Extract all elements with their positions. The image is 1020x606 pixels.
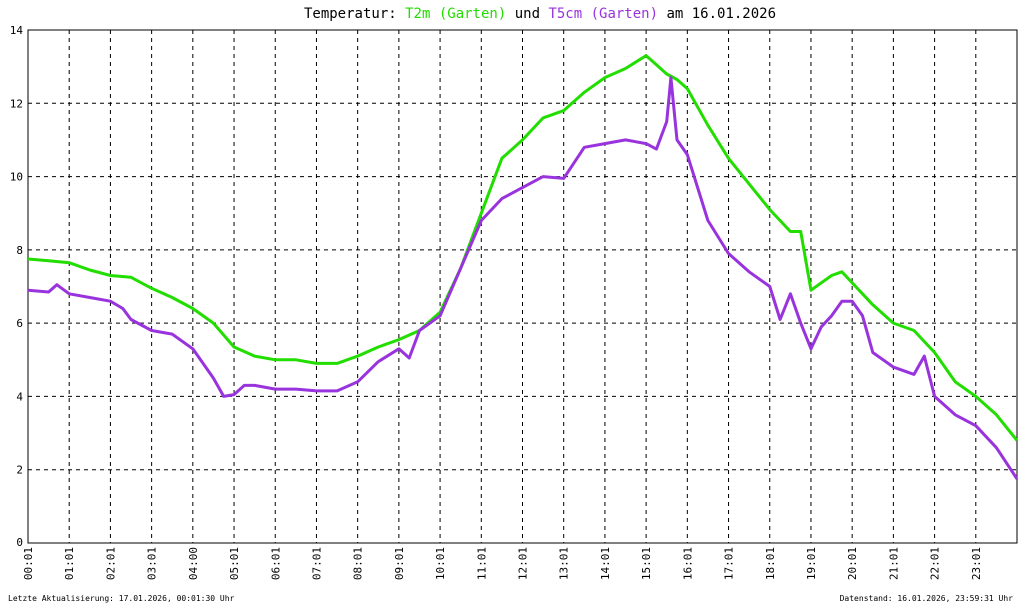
x-tick-label: 19:01 — [805, 547, 818, 580]
x-tick-label: 22:01 — [929, 547, 942, 580]
footer-last-update: Letzte Aktualisierung: 17.01.2026, 00:01… — [8, 594, 235, 603]
series-layer — [27, 54, 1019, 480]
x-tick-label: 13:01 — [558, 547, 571, 580]
plot-frame — [27, 29, 1018, 544]
x-tick-label: 08:01 — [352, 547, 365, 580]
x-tick-label: 15:01 — [640, 547, 653, 580]
x-tick-label: 20:01 — [846, 547, 859, 580]
grid-lines — [28, 30, 1017, 543]
footer-data-status: Datenstand: 16.01.2026, 23:59:31 Uhr — [840, 594, 1014, 603]
y-tick-label: 0 — [16, 536, 23, 549]
x-tick-label: 01:01 — [63, 547, 76, 580]
y-tick-label: 14 — [10, 24, 24, 37]
x-tick-label: 17:01 — [723, 547, 736, 580]
x-tick-label: 10:01 — [434, 547, 447, 580]
x-tick-label: 09:01 — [393, 547, 406, 580]
x-tick-label: 11:01 — [475, 547, 488, 580]
title-connector: und — [506, 6, 548, 22]
chart-title: Temperatur: T2m (Garten) und T5cm (Garte… — [304, 6, 776, 22]
x-tick-label: 05:01 — [228, 547, 241, 580]
x-tick-label: 02:01 — [104, 547, 117, 580]
series-line-t5cm — [27, 76, 1019, 480]
x-tick-label: 00:01 — [22, 547, 35, 580]
x-tick-label: 04:00 — [187, 547, 200, 580]
y-tick-label: 12 — [10, 97, 23, 110]
x-tick-label: 23:01 — [970, 547, 983, 580]
title-suffix: am 16.01.2026 — [658, 6, 776, 22]
y-tick-label: 10 — [10, 171, 23, 184]
x-tick-label: 21:01 — [887, 547, 900, 580]
x-tick-label: 06:01 — [269, 547, 282, 580]
y-tick-label: 8 — [16, 244, 23, 257]
title-prefix: Temperatur: — [304, 6, 405, 22]
x-tick-label: 12:01 — [517, 547, 530, 580]
x-tick-label: 14:01 — [599, 547, 612, 580]
x-tick-label: 16:01 — [681, 547, 694, 580]
y-tick-label: 4 — [16, 390, 23, 403]
x-tick-label: 18:01 — [764, 547, 777, 580]
title-series2-label: T5cm (Garten) — [548, 6, 658, 22]
series-line-t2m — [27, 54, 1019, 442]
x-tick-labels: 00:01 01:01 02:01 03:01 04:00 05:01 06:01 07:01… — [22, 547, 983, 580]
y-tick-label: 6 — [16, 317, 23, 330]
y-tick-label: 2 — [16, 464, 23, 477]
y-tick-labels: 0 2 4 6 8 10 12 14 — [10, 24, 24, 549]
title-series1-label: T2m (Garten) — [405, 6, 506, 22]
x-tick-label: 07:01 — [310, 547, 323, 580]
x-tick-label: 03:01 — [146, 547, 159, 580]
